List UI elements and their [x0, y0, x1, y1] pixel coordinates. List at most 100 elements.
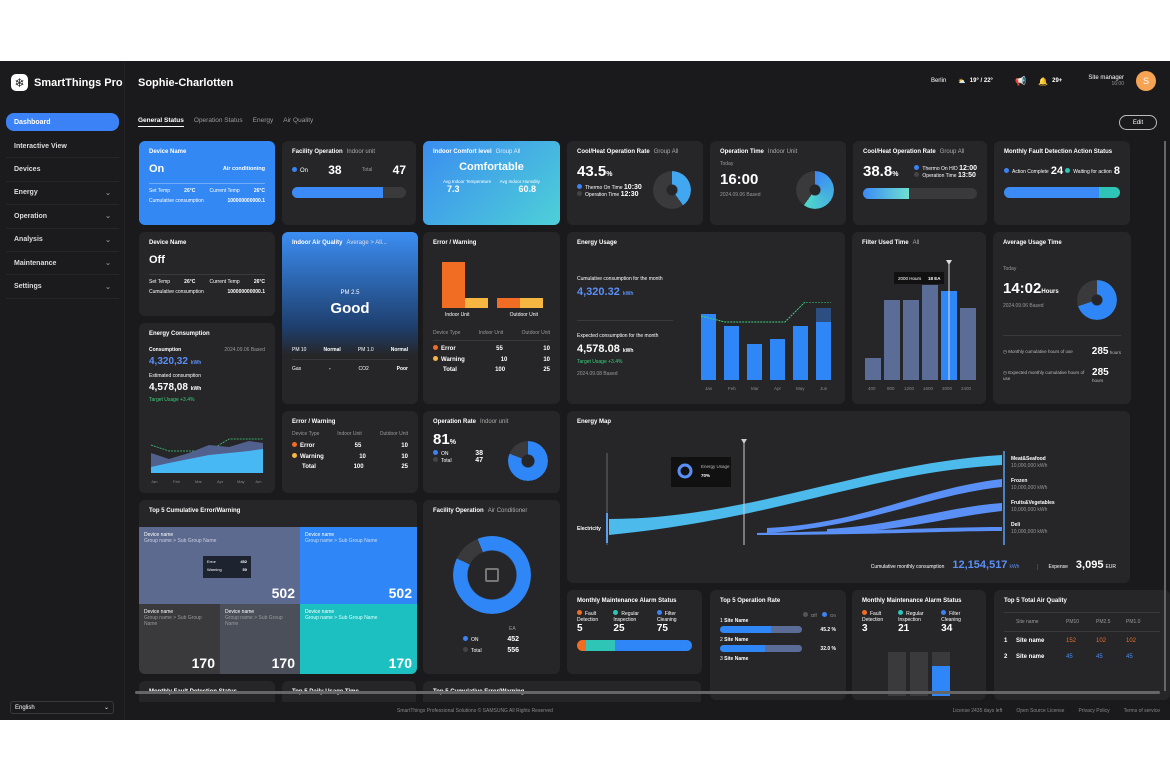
- treemap-cell[interactable]: Device name Group name > Sub Group Name 50…: [139, 527, 300, 604]
- card-title: Cool/Heat Operation Rate: [863, 149, 936, 155]
- label: Filter Cleaning: [941, 611, 961, 623]
- open-source-license-link[interactable]: Open Source License: [1016, 708, 1065, 714]
- svg-text:Jan: Jan: [705, 386, 713, 391]
- language-select[interactable]: English ⌄: [10, 701, 114, 714]
- logo[interactable]: ❄ SmartThings Pro: [11, 74, 123, 91]
- bell-icon[interactable]: 🔔: [1038, 76, 1049, 86]
- coolheat-rate-card[interactable]: Cool/Heat Operation Rate Group All 43.5% …: [567, 141, 703, 225]
- card-title: Facility Operation: [292, 149, 343, 155]
- sidebar-item-dashboard[interactable]: Dashboard: [6, 113, 119, 131]
- value: 43.5: [577, 163, 607, 180]
- value: 502: [271, 585, 295, 601]
- table-row[interactable]: 1 Site name 152 102 102: [1004, 632, 1160, 650]
- filter-used-time-card[interactable]: Filter Used Time All 400 800 1200 1600 2000 24…: [852, 232, 986, 404]
- sidebar-item-interactive-view[interactable]: Interactive View: [6, 135, 119, 159]
- pm10: 45: [1066, 654, 1073, 660]
- label: Thermo On Time: [585, 185, 623, 191]
- error-warning-chart-card[interactable]: Error / Warning Indoor Unit Outdoor Unit …: [423, 232, 560, 404]
- card-title: Cool/Heat Operation Rate: [577, 149, 650, 155]
- fault-action-card[interactable]: Monthly Fault Detection Action Status Ac…: [994, 141, 1130, 225]
- horizontal-scrollbar[interactable]: [135, 691, 1160, 694]
- list-item[interactable]: 3 Site Name: [720, 656, 836, 662]
- label: Expected consumption for the month: [577, 320, 673, 339]
- top5-air-quality-card[interactable]: Top 5 Total Air Quality Site name PM10 PM2…: [994, 590, 1170, 700]
- label: Indoor Unit: [445, 312, 470, 318]
- value: 38: [475, 450, 483, 457]
- energy-map-summary: Cumulative monthly consumption 12,154,51…: [871, 559, 1116, 571]
- label: CO2: [358, 366, 369, 372]
- maintenance-alarm-card-2[interactable]: Monthly Maintenance Alarm Status Fault D…: [852, 590, 986, 700]
- label: Expense: [1037, 564, 1068, 570]
- sidebar-item-operation[interactable]: Operation ⌄: [6, 205, 119, 229]
- coolheat-rate-card-2[interactable]: Cool/Heat Operation Rate Group All 38.8% T…: [853, 141, 987, 225]
- device-state: Off: [149, 254, 165, 266]
- operation-time-card[interactable]: Operation Time Indoor Unit Today 16:00 20…: [710, 141, 846, 225]
- maintenance-bars: [888, 652, 950, 696]
- card-title: Error / Warning: [433, 240, 477, 246]
- avatar[interactable]: S: [1136, 71, 1156, 91]
- facility-operation-card[interactable]: Facility Operation Indoor unit On 38 Total 4…: [282, 141, 416, 225]
- average-usage-time-card[interactable]: Average Usage Time Today 14:02Hours 2024…: [993, 232, 1131, 404]
- treemap-cell[interactable]: Device name Group name > Sub Group Name 17…: [139, 604, 220, 674]
- privacy-policy-link[interactable]: Privacy Policy: [1078, 708, 1110, 714]
- value: 4,320,32: [149, 356, 188, 367]
- tab-operation-status[interactable]: Operation Status: [193, 117, 243, 124]
- terms-of-service-link[interactable]: Terms of service: [1123, 708, 1160, 714]
- device-off-card[interactable]: Device Name Off Set Temp 26°C Current Temp…: [139, 232, 275, 316]
- vertical-scrollbar[interactable]: [1164, 141, 1166, 691]
- energy-usage-card[interactable]: Energy Usage Cumulative consumption for …: [567, 232, 845, 404]
- error-warning-table-card[interactable]: Error / Warning Device Type Indoor Unit Ou…: [282, 411, 418, 493]
- sidebar-item-settings[interactable]: Settings ⌄: [6, 275, 119, 299]
- unit: %: [606, 171, 613, 178]
- megaphone-icon[interactable]: 📢: [1014, 75, 1027, 86]
- air-quality-table: Site name PM10 PM2.5 PM1.0 1 Site name 152 102…: [1004, 612, 1160, 664]
- comfort-card[interactable]: Indoor Comfort level Group All Comfortabl…: [423, 141, 560, 225]
- card-title: Indoor Air Quality: [292, 240, 343, 246]
- page-title: Sophie-Charlotten: [138, 77, 234, 89]
- list-item[interactable]: 2 Site Name 32.0 %: [720, 637, 836, 652]
- list-item[interactable]: 1 Site Name 45.2 %: [720, 618, 836, 633]
- energy-consumption-card[interactable]: Energy Consumption Consumption 2024.09.06…: [139, 323, 275, 493]
- group-name: Group name > Sub Group Name: [305, 538, 378, 544]
- label: Operation Time: [585, 192, 620, 198]
- tab-general-status[interactable]: General Status: [138, 117, 184, 127]
- label: Filter Cleaning: [656, 611, 677, 623]
- table-row[interactable]: 2 Site name 45 45 45: [1004, 650, 1160, 664]
- top5-error-warning-card[interactable]: Top 5 Cumulative Error/Warning Device na…: [139, 500, 417, 674]
- device-on-card[interactable]: Device Name On Air conditioning Set Temp 2…: [139, 141, 275, 225]
- card-title: Monthly Maintenance Alarm Status: [862, 598, 962, 604]
- sidebar-item-energy[interactable]: Energy ⌄: [6, 182, 119, 206]
- treemap-cell[interactable]: Device name Group name > Sub Group Name 17…: [300, 604, 417, 674]
- top5-operation-rate-card[interactable]: Top 5 Operation Rate Off On 1 Site Name 4…: [710, 590, 846, 700]
- label: Set Temp: [149, 279, 171, 285]
- label: Gas: [292, 366, 302, 372]
- label: Dashboard: [14, 118, 51, 126]
- device-name: Device name: [305, 532, 335, 538]
- tab-air-quality[interactable]: Air Quality: [283, 117, 314, 124]
- label: Warning: [441, 357, 465, 363]
- value: 47: [392, 163, 406, 177]
- sidebar-item-devices[interactable]: Devices: [6, 158, 119, 182]
- card-subtitle: Indoor Unit: [767, 149, 798, 155]
- svg-text:May: May: [237, 479, 245, 484]
- tab-energy[interactable]: Energy: [252, 117, 274, 124]
- value: Normal: [390, 347, 408, 353]
- energy-area-chart: Jan Feb Mar Apr May Jun: [150, 438, 263, 484]
- operation-rate-card[interactable]: Operation Rate Indoor unit 81% ON 38 Total…: [423, 411, 560, 493]
- sidebar-item-maintenance[interactable]: Maintenance ⌄: [6, 252, 119, 276]
- sidebar-nav: Dashboard Interactive View Devices Energ…: [6, 113, 119, 299]
- maintenance-alarm-card[interactable]: Monthly Maintenance Alarm Status Fault D…: [567, 590, 702, 674]
- edit-button[interactable]: Edit: [1119, 115, 1157, 130]
- header-status: Berlin ⛅ 19° / 22° 📢 🔔 29+ Site manager 1…: [931, 71, 1170, 91]
- treemap-cell[interactable]: Device name Group name > Sub Group Name 50…: [300, 527, 417, 604]
- indoor-air-quality-card[interactable]: Indoor Air Quality Average > All... PM 2.…: [282, 232, 418, 404]
- treemap-cell[interactable]: Device name Group name > Sub Group Name 17…: [220, 604, 300, 674]
- label: Today: [1003, 266, 1017, 272]
- energy-map-card[interactable]: Energy Map Energy Usage 70% Electricity …: [567, 411, 1130, 583]
- card-subtitle: Air Conditioner: [487, 508, 528, 514]
- card-title: Filter Used Time: [862, 240, 909, 246]
- sidebar-item-analysis[interactable]: Analysis ⌄: [6, 229, 119, 252]
- target-name: Frozen: [1011, 478, 1028, 484]
- target-value: 10,000,000 kWh: [1011, 463, 1048, 469]
- facility-ac-card[interactable]: Facility Operation Air Conditioner EA ON 4…: [423, 500, 560, 674]
